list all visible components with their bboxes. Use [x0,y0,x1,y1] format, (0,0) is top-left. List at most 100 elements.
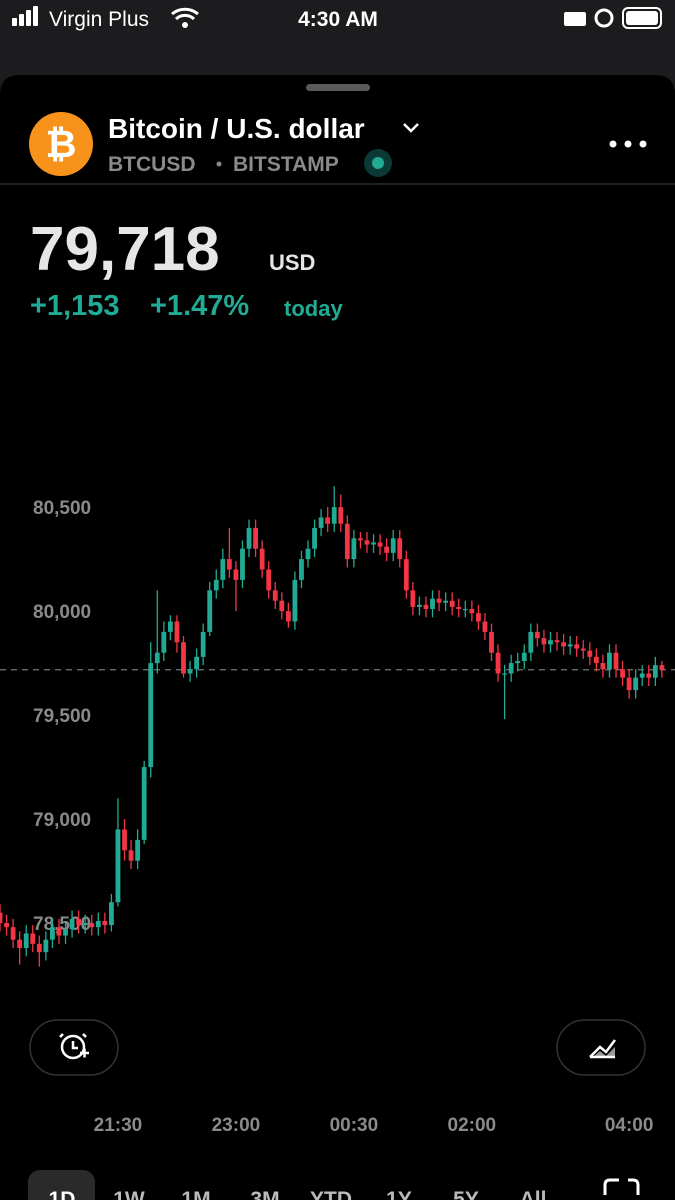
candle-body [436,598,442,603]
candle-body [23,933,29,949]
candle-body [607,652,612,670]
candle-body [475,613,481,622]
candle-body [620,669,625,678]
y-tick-label: 80,000 [33,602,91,623]
candle-body [613,652,619,670]
candle-body [115,829,121,903]
price: 79,718 [30,215,220,284]
candle-body [43,939,49,953]
candle-body [384,546,390,553]
candle-body [292,579,298,622]
candle-body [194,656,200,670]
candle-body [390,538,396,553]
candle-body [587,650,593,657]
signal-bar [12,18,17,26]
dropdown-chevron[interactable] [403,123,419,133]
candle-body [469,609,475,614]
candle-body [417,604,422,607]
candle-body [443,600,449,603]
candle-body [102,920,108,926]
candle-body [181,642,186,674]
signal-bar [26,10,31,26]
candle-body [548,640,553,645]
menu-dot[interactable] [624,140,632,148]
y-tick-label: 80,500 [33,498,91,519]
coin-symbol: ₿ [46,124,77,166]
chart: 78,500 79,000 79,500 80,000 80,500 [0,486,675,967]
candle-body [534,631,540,639]
candle-body [502,673,508,675]
candle-body [4,923,9,928]
candle-body [358,538,363,541]
y-tick-label: 79,000 [33,810,91,831]
candle-body [554,640,560,643]
candle-body [285,611,291,622]
candle-body [410,590,416,607]
candle-body [331,507,337,524]
candle-body [272,590,278,601]
alert-icon[interactable] [60,1034,86,1060]
candle-body [397,538,403,560]
market-status-dot [372,157,384,169]
candle-body [659,665,665,670]
range-tab[interactable]: 3M [250,1188,279,1200]
menu-dot[interactable] [609,140,617,148]
candle-body [449,600,455,607]
candle-body [122,829,127,851]
candle-body [600,663,606,670]
candle-body [207,590,213,632]
range-tab[interactable]: 1D [49,1188,76,1200]
candle-body [403,559,409,591]
candle-body [63,929,68,936]
candle-body [30,933,36,944]
candle-body [561,642,566,647]
candle-body [50,927,55,940]
status-bar: Virgin Plus 4:30 AM [12,6,662,31]
more-menu[interactable] [609,140,647,148]
sheet-handle[interactable] [306,84,370,91]
selected-tab[interactable] [28,1170,95,1200]
candle-body [593,656,599,664]
candle-body [344,523,350,560]
coin-icon [29,112,93,176]
candle-body [109,902,114,926]
y-tick-label: 78,500 [33,914,91,935]
range-tab[interactable]: YTD [310,1188,352,1200]
range-tab[interactable]: 1M [181,1188,210,1200]
currency: USD [269,250,315,275]
battery-level [626,11,658,25]
candle-body [377,542,383,547]
exchange: BITSTAMP [233,153,339,176]
instrument-title[interactable]: Bitcoin / U.S. dollar [108,113,365,144]
symbol: BTCUSD [108,153,196,176]
wifi-icon [182,22,188,28]
range-tab[interactable]: 1Y [386,1188,412,1200]
x-tick-label: 00:30 [330,1115,379,1136]
candle-body [652,665,658,678]
wifi-icon [171,7,199,21]
candle-body [76,918,82,926]
candle-body [95,920,101,928]
x-tick-label: 23:00 [212,1115,261,1136]
range-tab[interactable]: 5Y [453,1188,479,1200]
candle-body [580,648,586,651]
candle-body [148,663,154,768]
carrier: Virgin Plus [49,8,149,31]
candle-body [305,548,311,560]
indicator-icon[interactable] [593,1047,615,1057]
candle-body [220,559,226,580]
candle-body [528,631,534,653]
candle-body [456,606,462,610]
fullscreen-icon[interactable] [603,1178,640,1195]
menu-dot[interactable] [639,140,647,148]
alert-icon[interactable] [59,1033,89,1058]
candle-body [167,621,173,632]
candle-body [364,540,370,545]
range-tab[interactable]: 1W [113,1188,145,1200]
candle-body [266,569,272,591]
candle-body [135,839,141,861]
signal-bar [19,14,24,26]
candle-body [462,609,468,611]
range-tab[interactable]: All [520,1188,547,1200]
candle-body [154,652,160,664]
